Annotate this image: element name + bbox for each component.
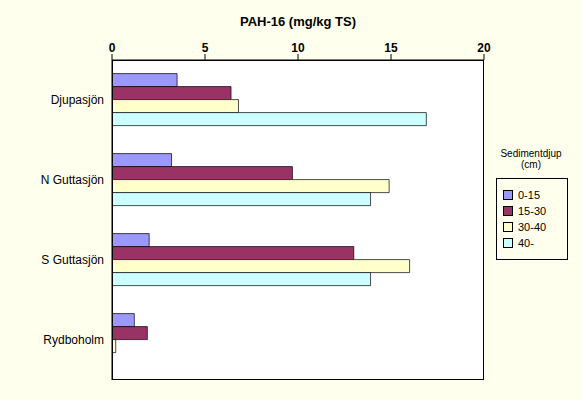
- html-text:30-40: 30-40: [518, 221, 547, 233]
- svg-text:20: 20: [477, 41, 491, 55]
- svg-text:Rydboholm: Rydboholm: [43, 333, 104, 347]
- html-text:Sedimentdjup (cm): Sedimentdjup (cm): [500, 148, 562, 170]
- svg-text:Djupasjön: Djupasjön: [51, 93, 104, 107]
- html-text:0-15: 0-15: [518, 189, 540, 201]
- svg-text:5: 5: [202, 41, 209, 55]
- html-text:PAH-16 (mg/kg TS): PAH-16 (mg/kg TS): [240, 14, 356, 29]
- html-text:15-30: 15-30: [518, 205, 547, 217]
- svg-text:S Guttasjön: S Guttasjön: [41, 253, 104, 267]
- svg-text:15: 15: [384, 41, 398, 55]
- svg-text:10: 10: [291, 41, 305, 55]
- svg-text:N Guttasjön: N Guttasjön: [41, 173, 104, 187]
- svg-text:0: 0: [109, 41, 116, 55]
- html-text:40-: 40-: [518, 237, 534, 249]
